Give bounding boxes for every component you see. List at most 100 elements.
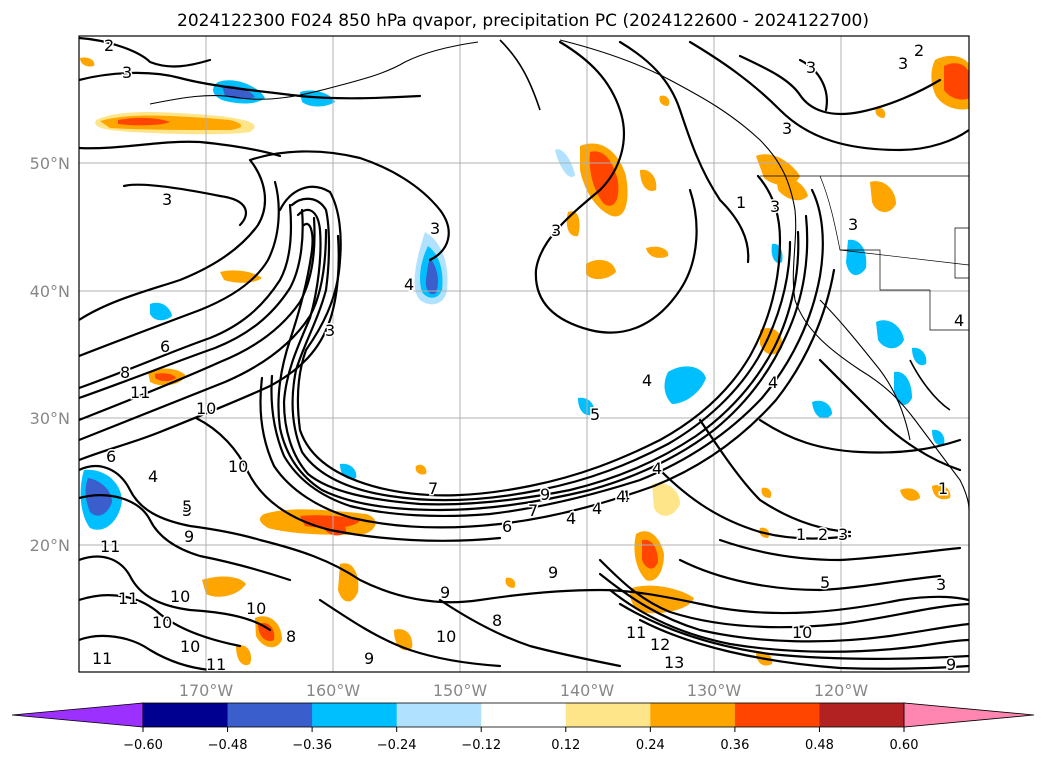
svg-text:8: 8 bbox=[492, 611, 502, 630]
svg-text:2: 2 bbox=[104, 36, 114, 55]
svg-text:6: 6 bbox=[160, 337, 170, 356]
colorbar-tick-label: 0.48 bbox=[805, 738, 834, 753]
colorbar-tick-label: 0.36 bbox=[720, 738, 749, 753]
lat-tick-label: 20°N bbox=[30, 536, 70, 555]
svg-text:3: 3 bbox=[430, 219, 440, 238]
svg-text:2: 2 bbox=[914, 41, 924, 60]
svg-text:4: 4 bbox=[404, 275, 414, 294]
svg-text:4: 4 bbox=[652, 459, 662, 478]
map-frame bbox=[78, 35, 970, 673]
svg-text:4: 4 bbox=[566, 509, 576, 528]
svg-text:3: 3 bbox=[325, 321, 335, 340]
colorbar-segment bbox=[650, 703, 736, 727]
contour-labels: 2 3 3 3 3 3 3 3 3 3 4 4 4 4 4 4 4 5 5 5 bbox=[91, 36, 966, 674]
colorbar-extend-high bbox=[903, 702, 1035, 728]
svg-text:11: 11 bbox=[130, 383, 150, 402]
svg-text:7: 7 bbox=[428, 479, 438, 498]
lat-tick-label: 50°N bbox=[30, 154, 70, 173]
svg-text:6: 6 bbox=[502, 517, 512, 536]
colorbar-segment bbox=[227, 703, 313, 727]
svg-text:3: 3 bbox=[551, 221, 561, 240]
colorbar-tick-label: −0.36 bbox=[292, 738, 332, 753]
lat-tick-label: 30°N bbox=[30, 409, 70, 428]
svg-text:7: 7 bbox=[528, 501, 538, 520]
lon-tick-label: 170°W bbox=[179, 681, 234, 700]
svg-text:3: 3 bbox=[782, 119, 792, 138]
svg-text:9: 9 bbox=[440, 583, 450, 602]
svg-text:9: 9 bbox=[946, 655, 956, 674]
svg-text:11: 11 bbox=[206, 655, 226, 674]
colorbar: −0.60 −0.48 −0.36 −0.24 −0.12 0.12 0.24 0.36 0.4… bbox=[11, 702, 1035, 753]
lat-tick-label: 40°N bbox=[30, 282, 70, 301]
svg-text:10: 10 bbox=[792, 623, 812, 642]
svg-text:11: 11 bbox=[118, 589, 138, 608]
contour-lines bbox=[79, 36, 969, 672]
svg-text:9: 9 bbox=[364, 649, 374, 668]
svg-text:3: 3 bbox=[162, 190, 172, 209]
lon-tick-label: 120°W bbox=[814, 681, 869, 700]
svg-text:10: 10 bbox=[170, 587, 190, 606]
svg-text:3: 3 bbox=[936, 575, 946, 594]
colorbar-tick-label: 0.12 bbox=[551, 738, 580, 753]
svg-text:6: 6 bbox=[106, 447, 116, 466]
svg-text:4: 4 bbox=[616, 487, 626, 506]
lon-tick-label: 130°W bbox=[687, 681, 742, 700]
grid-lines bbox=[79, 36, 969, 672]
lat-axis: 50°N 40°N 30°N 20°N bbox=[30, 154, 70, 555]
svg-text:5: 5 bbox=[590, 405, 600, 424]
map-plot-area: 2 3 3 3 3 3 3 3 3 3 4 4 4 4 4 4 4 5 5 5 bbox=[78, 35, 970, 674]
svg-text:8: 8 bbox=[120, 363, 130, 382]
svg-text:5: 5 bbox=[820, 573, 830, 592]
svg-text:9: 9 bbox=[184, 527, 194, 546]
svg-text:3: 3 bbox=[770, 197, 780, 216]
svg-text:10: 10 bbox=[180, 637, 200, 656]
chart-title: 2024122300 F024 850 hPa qvapor, precipit… bbox=[177, 11, 869, 31]
colorbar-segment bbox=[481, 703, 567, 727]
svg-text:9: 9 bbox=[540, 485, 550, 504]
colorbar-extend-low bbox=[11, 702, 144, 728]
svg-text:8: 8 bbox=[286, 627, 296, 646]
lon-axis: 170°W 160°W 150°W 140°W 130°W 120°W bbox=[179, 681, 869, 700]
colorbar-tick-label: −0.48 bbox=[208, 738, 248, 753]
colorbar-segment bbox=[143, 703, 229, 727]
svg-text:1: 1 bbox=[796, 525, 806, 544]
svg-text:4: 4 bbox=[592, 499, 602, 518]
lon-tick-label: 150°W bbox=[433, 681, 488, 700]
colorbar-segment bbox=[734, 703, 820, 727]
svg-text:12: 12 bbox=[650, 635, 670, 654]
svg-text:4: 4 bbox=[148, 467, 158, 486]
svg-text:11: 11 bbox=[100, 537, 120, 556]
svg-text:3: 3 bbox=[122, 63, 132, 82]
svg-text:10: 10 bbox=[152, 613, 172, 632]
svg-text:4: 4 bbox=[954, 311, 964, 330]
colorbar-segment bbox=[565, 703, 651, 727]
colorbar-segment bbox=[819, 703, 905, 727]
svg-text:4: 4 bbox=[620, 487, 630, 506]
colorbar-tick-label: −0.12 bbox=[461, 738, 501, 753]
colorbar-tick-label: −0.24 bbox=[377, 738, 417, 753]
svg-text:3: 3 bbox=[848, 215, 858, 234]
colorbar-tick-label: −0.60 bbox=[123, 738, 163, 753]
svg-text:11: 11 bbox=[626, 623, 646, 642]
colorbar-tick-label: 0.24 bbox=[636, 738, 665, 753]
colorbar-segment bbox=[312, 703, 398, 727]
svg-text:4: 4 bbox=[642, 371, 652, 390]
svg-text:3: 3 bbox=[898, 54, 908, 73]
svg-text:11: 11 bbox=[92, 649, 112, 668]
svg-text:10: 10 bbox=[436, 627, 456, 646]
svg-text:4: 4 bbox=[768, 373, 778, 392]
colorbar-frame bbox=[142, 702, 905, 728]
svg-text:10: 10 bbox=[246, 599, 266, 618]
colorbar-tick-label: 0.60 bbox=[890, 738, 919, 753]
svg-text:10: 10 bbox=[228, 457, 248, 476]
svg-text:5: 5 bbox=[182, 497, 192, 516]
svg-text:1: 1 bbox=[938, 479, 948, 498]
coastlines bbox=[149, 39, 969, 511]
svg-text:3: 3 bbox=[838, 525, 848, 544]
svg-text:1: 1 bbox=[736, 193, 746, 212]
svg-text:2: 2 bbox=[818, 525, 828, 544]
svg-text:5: 5 bbox=[182, 501, 192, 520]
svg-text:3: 3 bbox=[806, 58, 816, 77]
svg-text:13: 13 bbox=[664, 653, 684, 672]
